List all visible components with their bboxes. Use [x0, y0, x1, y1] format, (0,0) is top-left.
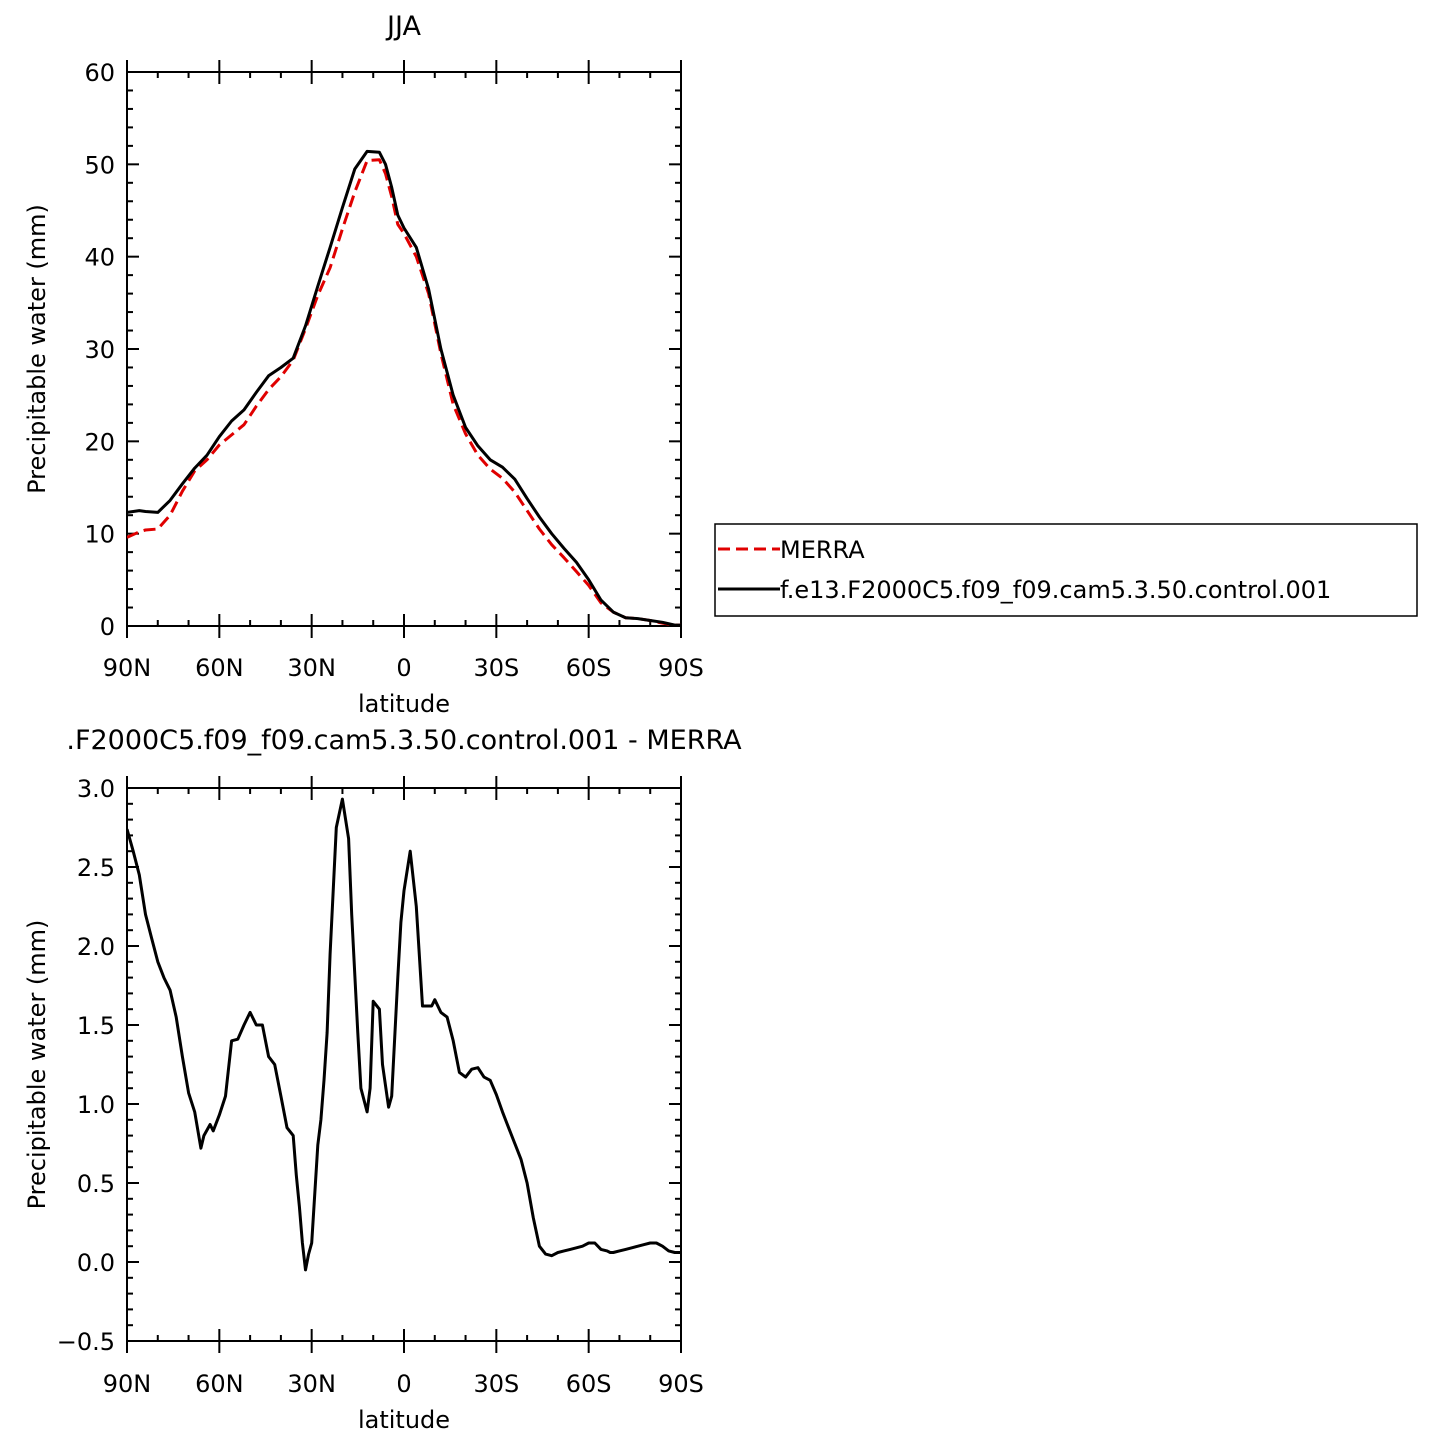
x-tick-label: 90N [103, 1370, 152, 1398]
y-tick-label: 2.0 [77, 933, 115, 961]
y-tick-label: 1.5 [77, 1012, 115, 1040]
x-tick-label: 90N [103, 654, 152, 682]
y-tick-label: 60 [84, 59, 115, 87]
x-axis-label: latitude [358, 690, 450, 718]
x-tick-label: 90S [658, 654, 704, 682]
x-tick-label: 0 [396, 654, 411, 682]
y-tick-label: −0.5 [57, 1328, 115, 1356]
x-tick-label: 30S [473, 654, 519, 682]
y-tick-label: 20 [84, 428, 115, 456]
x-tick-label: 60S [566, 1370, 612, 1398]
x-axis-label: latitude [358, 1406, 450, 1434]
series-line-f-e13-f2000c5-f09-f09-cam5-3-50-control-001 [127, 149, 681, 626]
legend-box [714, 523, 1418, 617]
x-tick-label: 60N [195, 1370, 244, 1398]
chart-panel-1: JJA 0 10 20 30 40 50 60 90N 60N 30N 0 30S 60S 90S latit… [23, 11, 1418, 718]
plot-frame [126, 71, 682, 627]
chart-title: JJA [385, 11, 421, 42]
y-tick-label: 1.0 [77, 1091, 115, 1119]
y-tick-label: 3.0 [77, 775, 115, 803]
x-tick-label: 30S [473, 1370, 519, 1398]
legend-label: f.e13.F2000C5.f09_f09.cam5.3.50.control.… [780, 576, 1331, 604]
series-line-1 [127, 797, 681, 1272]
x-tick-label: 30N [287, 1370, 336, 1398]
legend-label: MERRA [780, 536, 865, 564]
plot-frame [126, 787, 682, 1342]
y-axis-label: Precipitable water (mm) [23, 204, 51, 494]
y-tick-label: 10 [84, 521, 115, 549]
y-tick-label: 0.0 [77, 1249, 115, 1277]
x-tick-label: 60S [566, 654, 612, 682]
y-tick-label: 40 [84, 244, 115, 272]
y-tick-label: 30 [84, 336, 115, 364]
x-tick-label: 90S [658, 1370, 704, 1398]
chart-title: .F2000C5.f09_f09.cam5.3.50.control.001 -… [66, 725, 742, 756]
y-tick-label: 0.5 [77, 1170, 115, 1198]
y-tick-label: 2.5 [77, 854, 115, 882]
x-tick-label: 30N [287, 654, 336, 682]
y-axis-label: Precipitable water (mm) [23, 920, 51, 1210]
legend: MERRA f.e13.F2000C5.f09_f09.cam5.3.50.con… [714, 523, 1418, 617]
x-tick-label: 60N [195, 654, 244, 682]
chart-panel-2: .F2000C5.f09_f09.cam5.3.50.control.001 -… [23, 725, 742, 1434]
y-tick-label: 50 [84, 151, 115, 179]
y-tick-label: 0 [100, 613, 115, 641]
series-line-merra [127, 158, 681, 626]
x-tick-label: 0 [396, 1370, 411, 1398]
